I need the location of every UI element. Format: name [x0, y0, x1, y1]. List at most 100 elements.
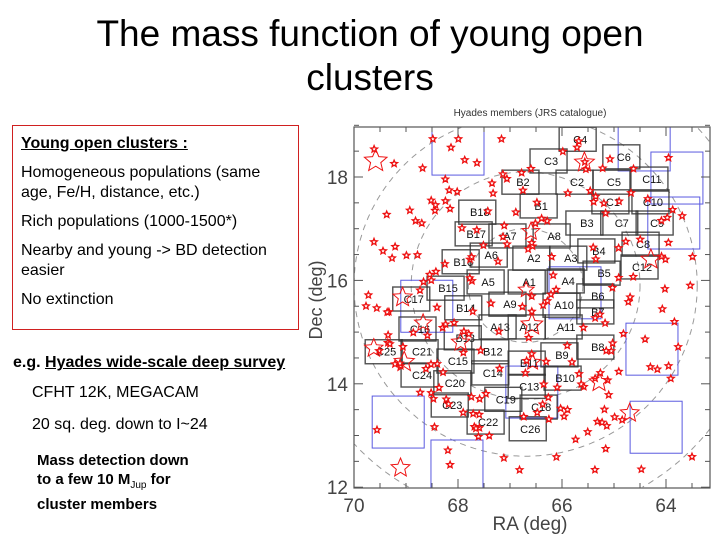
plot-frame [353, 126, 711, 489]
field-label: A1 [522, 277, 535, 289]
member-star [389, 456, 412, 477]
cfht12k-field [484, 386, 523, 413]
cfht12k-field [582, 260, 621, 286]
member-star [607, 282, 618, 292]
member-star [487, 177, 497, 188]
member-star [559, 411, 570, 421]
field-label: A4 [561, 276, 574, 288]
member-star [458, 407, 469, 417]
member-star [597, 417, 607, 427]
member-star [372, 424, 382, 435]
slide-title: The mass function of young open clusters [40, 12, 700, 100]
megacam-field [647, 196, 701, 250]
member-star [473, 431, 484, 441]
distance-circle [467, 228, 584, 343]
field-label: C2 [570, 177, 584, 189]
member-star [562, 187, 573, 198]
member-star [384, 338, 395, 349]
field-label: B9 [555, 350, 568, 362]
member-star [488, 188, 498, 198]
member-star [606, 345, 617, 356]
member-star [526, 237, 537, 248]
member-star [598, 197, 609, 208]
member-star [404, 205, 415, 215]
cfht12k-field [543, 365, 582, 391]
cfht12k-field [600, 210, 639, 236]
member-star [475, 345, 486, 355]
field-label: C19 [496, 394, 516, 406]
member-star [493, 256, 504, 266]
mass-detection-text: Mass detection down to a few 10 MJup for… [37, 451, 189, 514]
member-star [538, 300, 549, 310]
member-star [605, 153, 615, 164]
member-star [673, 341, 684, 352]
member-star [619, 401, 641, 423]
member-star [383, 329, 394, 340]
member-star [415, 387, 426, 397]
survey-heading: e.g. Hyades wide-scale deep survey [13, 354, 285, 372]
cfht12k-field [631, 189, 670, 215]
member-star [526, 348, 537, 359]
member-star [614, 196, 624, 206]
member-star [395, 358, 405, 368]
member-star [391, 285, 414, 307]
member-star [551, 451, 562, 462]
member-star [441, 394, 452, 404]
member-star [494, 363, 505, 373]
member-star [537, 399, 548, 409]
member-star [426, 195, 437, 205]
field-label: B17 [466, 229, 486, 241]
member-star [635, 234, 646, 244]
y-axis-label: Dec (deg) [306, 260, 326, 339]
member-star [427, 133, 438, 144]
field-label: C13 [519, 381, 539, 393]
member-star [613, 272, 624, 282]
field-label: A5 [481, 277, 494, 289]
member-star [532, 407, 543, 417]
member-star [450, 331, 471, 352]
cfht12k-field [400, 362, 439, 388]
field-label: B12 [483, 347, 503, 359]
field-label: B2 [516, 177, 529, 189]
member-star [458, 347, 469, 357]
field-label: B10 [555, 373, 575, 385]
cfht12k-field [364, 339, 403, 365]
member-star [439, 258, 450, 269]
young-clusters-box: Young open clusters : Homogeneous popula… [12, 125, 299, 330]
member-star [431, 266, 441, 276]
megacam-field [629, 400, 683, 454]
member-star [472, 157, 482, 168]
field-label: C24 [412, 370, 432, 382]
member-star [517, 301, 528, 311]
title-line-2: clusters [306, 57, 434, 98]
member-star [640, 334, 651, 344]
member-star [496, 133, 507, 144]
y-tick-label: 18 [327, 168, 348, 189]
member-star [659, 283, 670, 294]
cfht12k-field [576, 299, 615, 325]
member-star [368, 236, 379, 247]
member-star [578, 322, 589, 332]
member-star [572, 142, 582, 152]
field-label: B3 [580, 218, 593, 230]
cfht12k-field [577, 238, 616, 264]
cfht12k-field [444, 295, 483, 321]
member-star [663, 152, 674, 162]
member-star [445, 203, 455, 213]
x-tick-label: 68 [447, 496, 468, 517]
member-star [544, 413, 554, 424]
member-star [595, 309, 605, 319]
member-star [519, 311, 544, 335]
member-star [363, 337, 385, 358]
cfht12k-field [458, 199, 497, 225]
field-label: C3 [544, 156, 558, 168]
member-star [687, 251, 698, 261]
field-label: C21 [412, 347, 432, 359]
member-star [518, 411, 529, 422]
member-star [555, 403, 566, 413]
member-star [484, 430, 495, 440]
member-star [541, 356, 552, 366]
member-star [517, 280, 536, 298]
cfht12k-field [630, 166, 669, 192]
member-star [444, 184, 455, 195]
